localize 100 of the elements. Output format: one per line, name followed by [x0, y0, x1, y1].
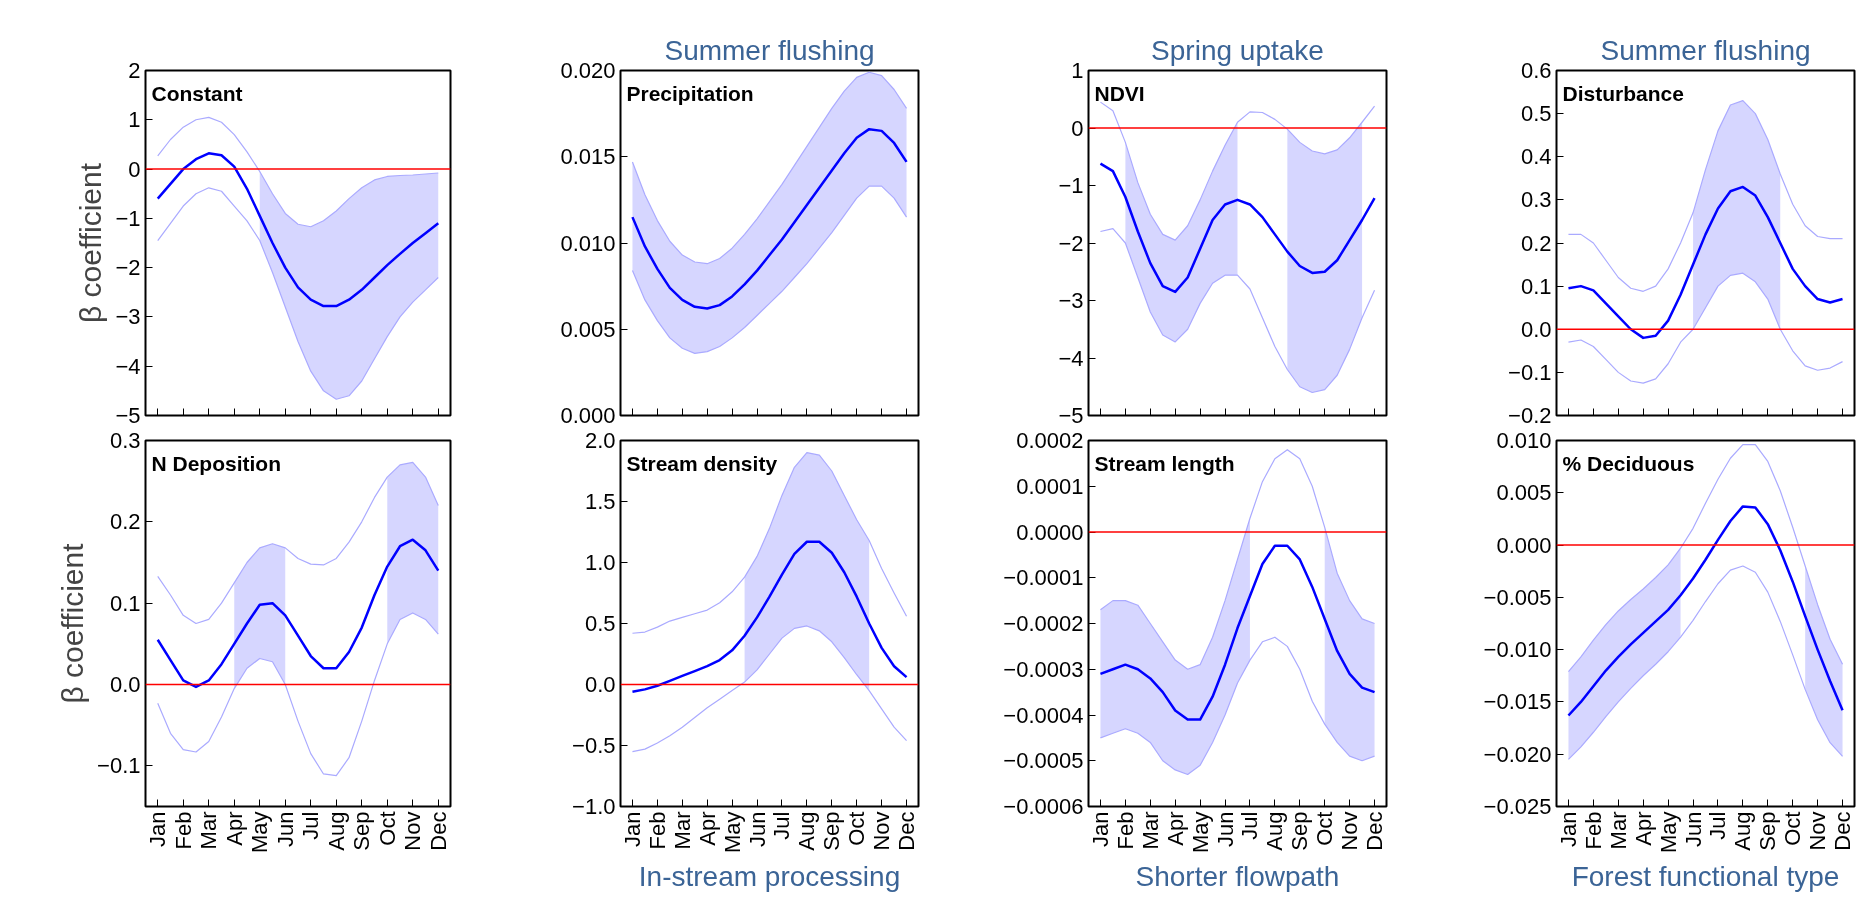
x-tick-label: Oct [374, 811, 400, 846]
x-tick-label: Dec [894, 811, 920, 851]
text: Stream density [626, 451, 778, 475]
y-tick-label: 0.005 [1496, 480, 1552, 506]
y-tick-label: −0.0002 [1003, 611, 1084, 636]
x-tick-label: May [1187, 811, 1213, 854]
chart-subtitle: Summer flushing [1600, 34, 1811, 66]
y-tick-label: 0.0000 [1016, 519, 1084, 545]
x-tick-label: Jan [1087, 811, 1113, 847]
x-tick-label: Jan [619, 811, 645, 847]
x-tick-label: Mar [196, 811, 222, 850]
y-tick-label: 0.020 [560, 58, 616, 83]
x-tick-label: Jul [1705, 811, 1731, 840]
x-tick-label: Apr [1630, 811, 1656, 846]
x-tick-label: Jun [272, 811, 298, 847]
y-tick-label: −1 [115, 205, 141, 231]
x-tick-label: Sep [349, 811, 375, 851]
y-tick-label: −4 [115, 353, 141, 379]
y-tick-label: 0.1 [109, 590, 141, 616]
x-tick-label: Oct [1780, 811, 1806, 846]
y-tick-label: −2 [115, 255, 141, 281]
x-tick-label: Jun [1680, 811, 1706, 847]
y-tick-label: −1 [1058, 173, 1084, 198]
text: Constant [151, 81, 243, 105]
x-tick-label: Dec [425, 811, 451, 851]
y-tick-label: 0.010 [1496, 428, 1552, 453]
y-tick-label: −3 [1058, 288, 1084, 313]
y-tick-label: 1 [128, 107, 141, 133]
x-tick-label: Feb [1580, 811, 1606, 850]
x-tick-label: Jan [145, 811, 171, 847]
x-tick-label: Aug [323, 811, 349, 851]
x-tick-label: Nov [1805, 811, 1831, 851]
x-tick-label: Apr [221, 811, 247, 846]
x-tick-label: Oct [1312, 811, 1338, 846]
y-tick-label: 0.000 [560, 403, 616, 428]
y-tick-label: 0.5 [584, 611, 616, 636]
y-tick-label: 1 [1071, 58, 1084, 83]
y-tick-label: −0.025 [1483, 794, 1552, 819]
text: NDVI [1094, 81, 1145, 105]
y-tick-label: 0.0 [1520, 316, 1552, 342]
x-axis-title: Forest functional type [1571, 861, 1840, 893]
x-tick-label: Oct [844, 811, 870, 846]
y-axis-title: β coefficient [74, 162, 108, 324]
x-axis-title: In-stream processing [638, 861, 901, 893]
y-axis-title: β coefficient [56, 542, 90, 704]
y-tick-label: 0.1 [1520, 273, 1552, 299]
x-tick-label: Sep [1287, 811, 1313, 851]
y-tick-label: 2.0 [584, 428, 616, 453]
x-tick-label: Mar [1605, 811, 1631, 850]
text: Stream length [1094, 451, 1235, 475]
x-tick-label: May [1655, 811, 1681, 854]
y-tick-label: 0.000 [1496, 532, 1552, 558]
x-tick-label: Aug [1262, 811, 1288, 851]
chart-subtitle: Summer flushing [664, 34, 875, 66]
text: Disturbance [1562, 81, 1684, 105]
y-tick-label: −0.2 [1508, 403, 1552, 428]
x-tick-label: Nov [1337, 811, 1363, 851]
y-tick-label: 0.3 [1520, 187, 1552, 213]
x-tick-label: Aug [794, 811, 820, 851]
chart-subtitle: Spring uptake [1151, 34, 1324, 66]
y-tick-label: 0.0 [109, 672, 141, 697]
x-tick-label: Dec [1362, 811, 1388, 851]
y-tick-label: 1.0 [584, 550, 616, 575]
text: N Deposition [151, 451, 281, 475]
y-tick-label: 0.3 [109, 428, 141, 453]
x-tick-label: Apr [694, 811, 720, 846]
text: Precipitation [626, 81, 754, 105]
x-tick-label: Aug [1730, 811, 1756, 851]
y-tick-label: −0.0001 [1003, 565, 1084, 591]
x-tick-label: Jul [769, 811, 795, 840]
y-tick-label: −0.0006 [1003, 794, 1084, 819]
y-tick-label: 0 [128, 156, 141, 182]
y-tick-label: 0.015 [560, 144, 616, 170]
x-tick-label: Mar [669, 811, 695, 850]
y-tick-label: −0.1 [1508, 359, 1552, 385]
y-tick-label: −2 [1058, 230, 1084, 256]
y-tick-label: 0.0001 [1016, 473, 1084, 499]
x-tick-label: Sep [819, 811, 845, 851]
x-tick-label: Jan [1555, 811, 1581, 847]
x-axis-title: Shorter flowpath [1135, 861, 1340, 893]
y-tick-label: 0.0 [584, 672, 616, 697]
y-tick-label: 0.6 [1520, 58, 1552, 83]
y-tick-label: 0.4 [1520, 144, 1552, 170]
y-tick-label: 0.005 [560, 316, 616, 342]
x-tick-label: May [719, 811, 745, 854]
y-tick-label: −0.0003 [1003, 656, 1084, 682]
y-tick-label: 0.010 [560, 230, 616, 256]
y-tick-label: −0.005 [1483, 584, 1552, 610]
y-tick-label: −5 [1058, 403, 1084, 428]
x-tick-label: Jul [298, 811, 324, 840]
x-tick-label: Sep [1755, 811, 1781, 851]
x-tick-label: Jun [744, 811, 770, 847]
y-tick-label: −0.1 [97, 753, 141, 779]
x-tick-label: Mar [1137, 811, 1163, 850]
y-tick-label: 0.0002 [1016, 428, 1084, 453]
y-tick-label: −0.015 [1483, 689, 1552, 715]
y-tick-label: −3 [115, 304, 141, 330]
x-tick-label: Jun [1212, 811, 1238, 847]
x-tick-label: Feb [170, 811, 196, 850]
y-tick-label: −1.0 [572, 794, 616, 819]
